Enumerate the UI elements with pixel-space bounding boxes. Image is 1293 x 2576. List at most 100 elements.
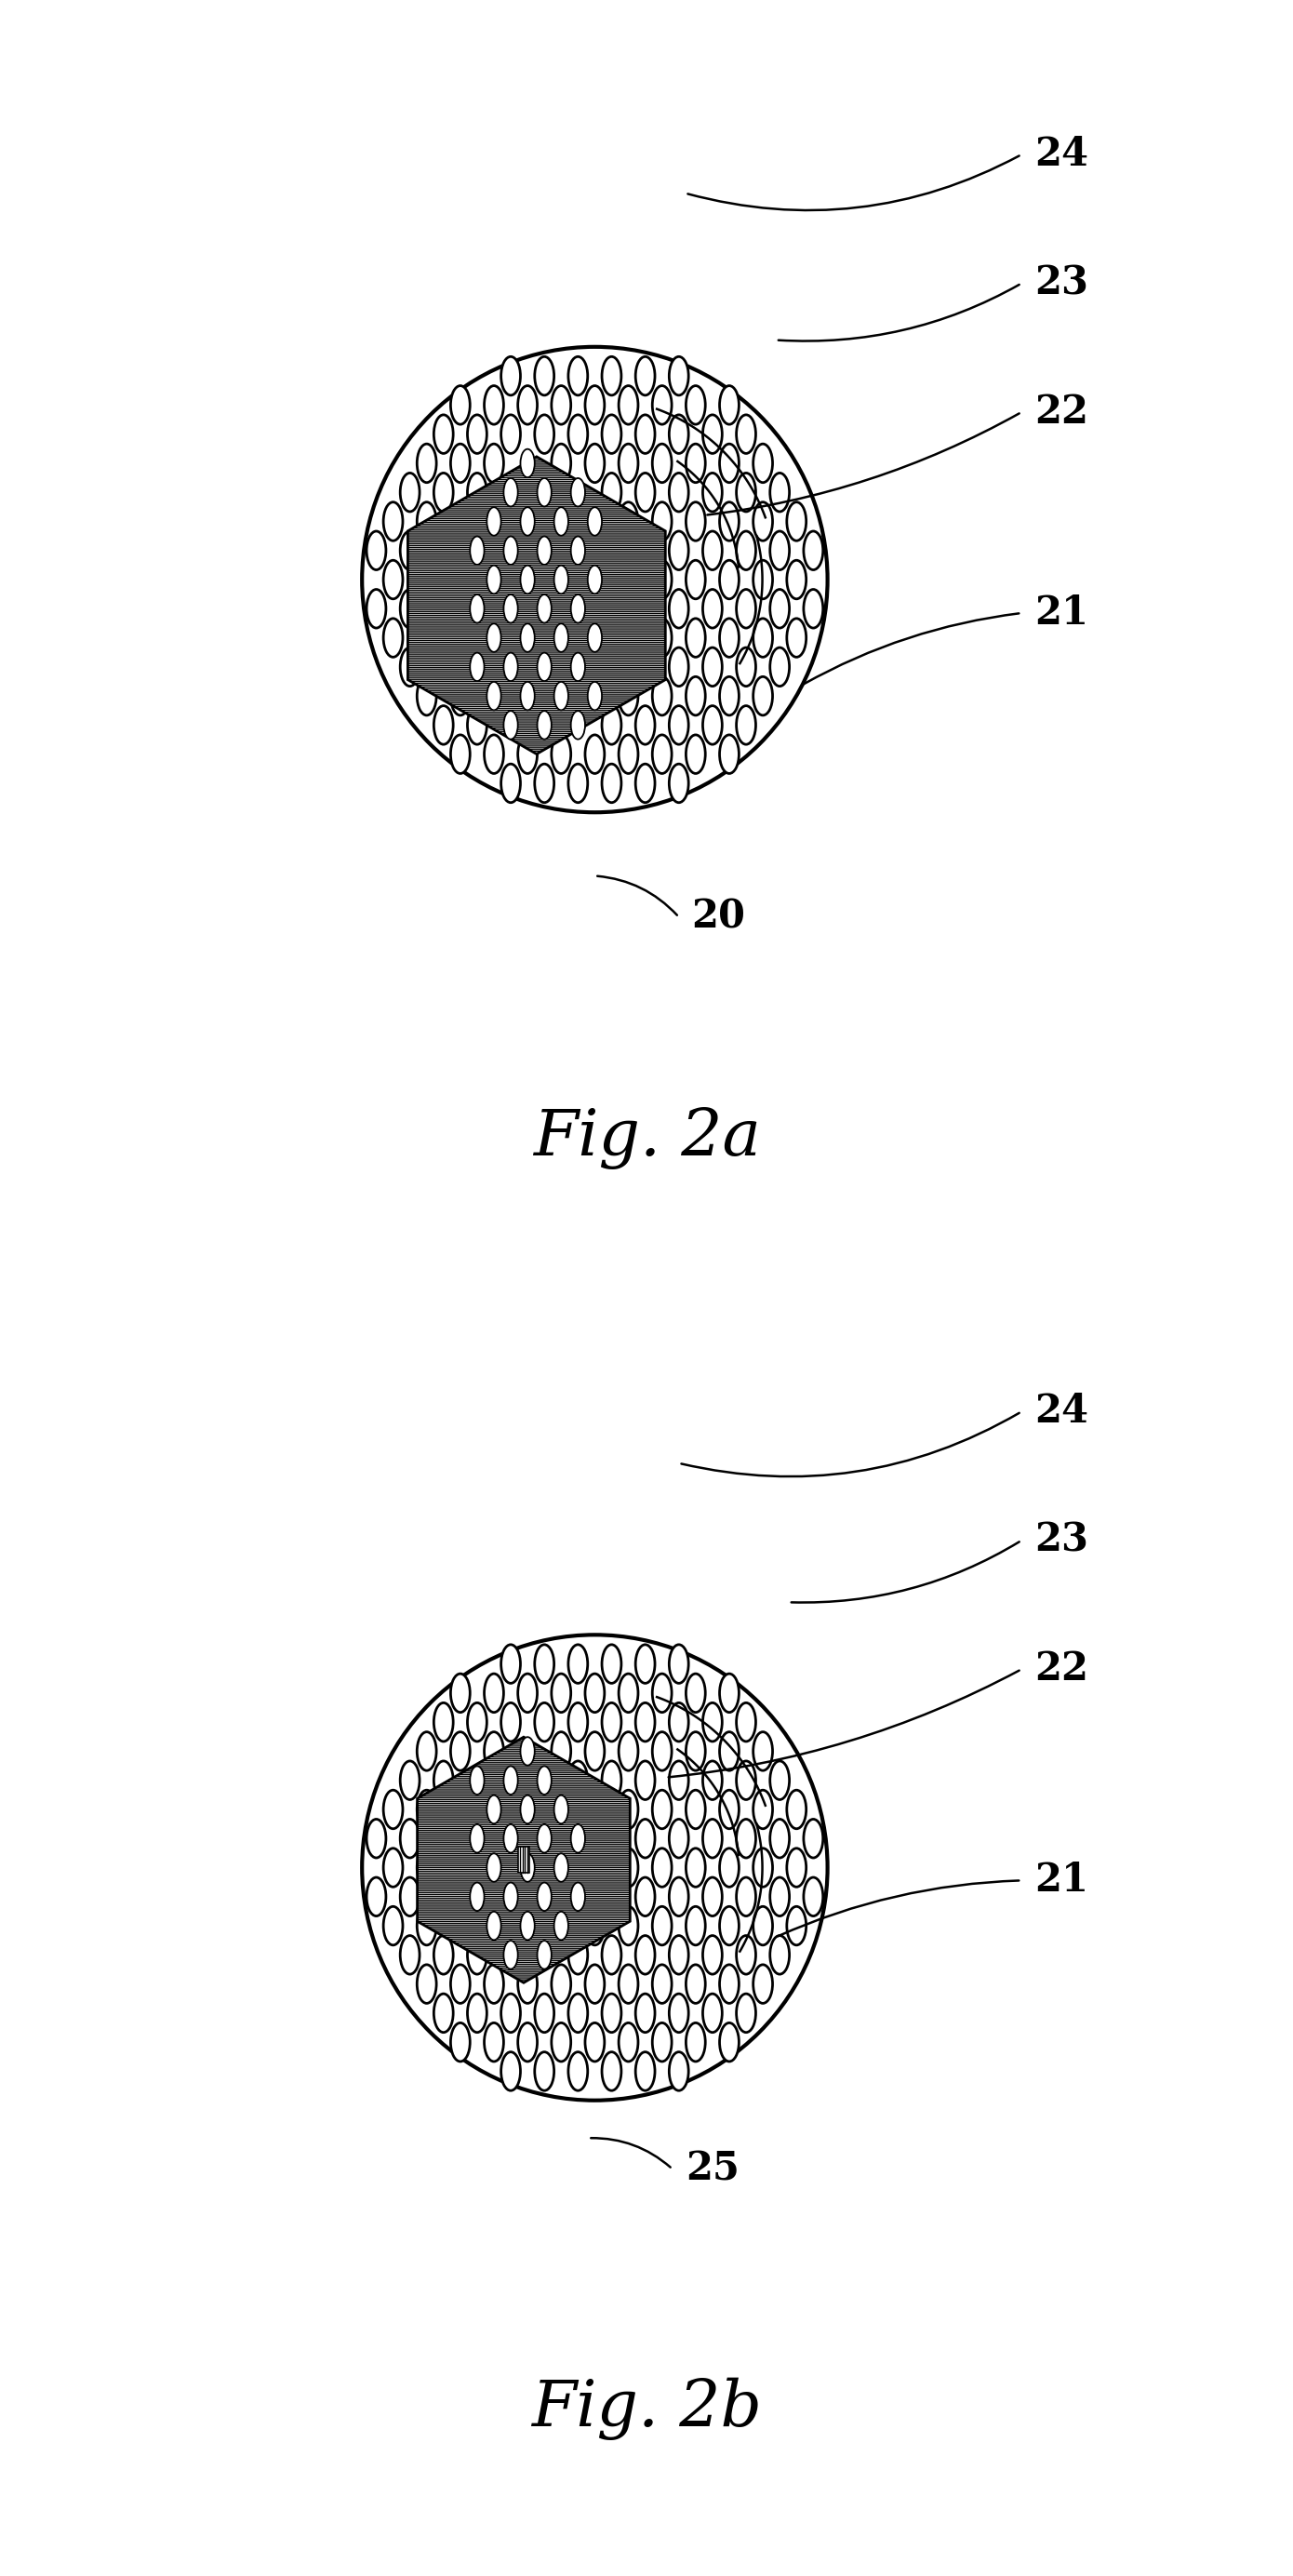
Circle shape <box>719 1850 740 1886</box>
Circle shape <box>653 1731 672 1770</box>
Circle shape <box>552 1731 570 1770</box>
Circle shape <box>670 1935 688 1973</box>
Circle shape <box>451 443 471 482</box>
Circle shape <box>538 1824 552 1852</box>
Circle shape <box>504 595 517 623</box>
Circle shape <box>434 1703 454 1741</box>
Circle shape <box>572 479 584 507</box>
Circle shape <box>520 1795 535 1824</box>
Circle shape <box>804 531 824 569</box>
Circle shape <box>535 2053 553 2092</box>
Circle shape <box>517 1965 538 2004</box>
Circle shape <box>584 386 604 425</box>
Circle shape <box>584 1731 604 1770</box>
Circle shape <box>653 443 672 482</box>
Circle shape <box>520 1736 535 1765</box>
Circle shape <box>737 706 755 744</box>
Circle shape <box>703 474 721 513</box>
Circle shape <box>603 1762 621 1801</box>
Circle shape <box>687 677 706 716</box>
Circle shape <box>636 1819 656 1857</box>
Circle shape <box>670 1819 688 1857</box>
Text: Fig. 2a: Fig. 2a <box>533 1108 760 1170</box>
Circle shape <box>538 1940 552 1968</box>
Circle shape <box>504 652 517 680</box>
Circle shape <box>737 474 755 513</box>
Circle shape <box>636 1762 656 1801</box>
Circle shape <box>416 1731 437 1770</box>
Circle shape <box>487 567 502 592</box>
Circle shape <box>687 1674 706 1713</box>
Circle shape <box>670 647 688 685</box>
Circle shape <box>619 1790 639 1829</box>
Circle shape <box>569 1935 588 1973</box>
Circle shape <box>603 765 621 804</box>
Circle shape <box>451 1850 471 1886</box>
Circle shape <box>719 443 740 482</box>
Circle shape <box>569 765 588 804</box>
Circle shape <box>754 1850 773 1886</box>
Circle shape <box>670 765 688 804</box>
Circle shape <box>485 734 504 773</box>
Circle shape <box>636 415 656 453</box>
Circle shape <box>552 386 570 425</box>
Circle shape <box>619 1906 639 1945</box>
Circle shape <box>502 2053 520 2092</box>
Circle shape <box>572 1824 584 1852</box>
Circle shape <box>487 1855 502 1880</box>
Circle shape <box>636 355 656 394</box>
Circle shape <box>485 386 504 425</box>
Circle shape <box>504 1824 517 1852</box>
Circle shape <box>687 1850 706 1886</box>
Circle shape <box>401 474 420 513</box>
Circle shape <box>737 1935 755 1973</box>
Circle shape <box>434 1819 454 1857</box>
Circle shape <box>636 1643 656 1682</box>
Circle shape <box>737 1878 755 1917</box>
Circle shape <box>538 536 552 564</box>
Circle shape <box>520 1855 535 1880</box>
Text: 22: 22 <box>1034 392 1089 433</box>
Circle shape <box>569 1994 588 2032</box>
Circle shape <box>569 355 588 394</box>
Circle shape <box>553 567 569 592</box>
Circle shape <box>471 1767 485 1795</box>
Circle shape <box>603 1994 621 2032</box>
Circle shape <box>487 683 502 711</box>
Text: 25: 25 <box>685 2148 740 2190</box>
Circle shape <box>502 765 520 804</box>
Circle shape <box>434 1878 454 1917</box>
Circle shape <box>485 443 504 482</box>
Circle shape <box>584 1850 604 1886</box>
Circle shape <box>786 562 807 598</box>
Circle shape <box>703 1878 721 1917</box>
Circle shape <box>786 1906 807 1945</box>
Circle shape <box>653 1850 672 1886</box>
Circle shape <box>719 562 740 598</box>
Circle shape <box>619 1850 639 1886</box>
Circle shape <box>786 618 807 657</box>
Circle shape <box>603 355 621 394</box>
Circle shape <box>569 2053 588 2092</box>
Circle shape <box>737 1703 755 1741</box>
Circle shape <box>487 623 502 652</box>
Circle shape <box>451 677 471 716</box>
Circle shape <box>416 1790 437 1829</box>
Text: 24: 24 <box>1034 1391 1089 1432</box>
Circle shape <box>367 1878 387 1917</box>
Circle shape <box>754 443 773 482</box>
Circle shape <box>603 1643 621 1682</box>
Circle shape <box>538 711 552 739</box>
Circle shape <box>584 734 604 773</box>
Circle shape <box>804 590 824 629</box>
Circle shape <box>687 1790 706 1829</box>
Circle shape <box>619 562 639 598</box>
Circle shape <box>619 1965 639 2004</box>
Circle shape <box>636 1703 656 1741</box>
Circle shape <box>517 734 538 773</box>
Circle shape <box>603 1935 621 1973</box>
Circle shape <box>653 1790 672 1829</box>
Circle shape <box>552 443 570 482</box>
Circle shape <box>670 415 688 453</box>
Circle shape <box>434 1994 454 2032</box>
